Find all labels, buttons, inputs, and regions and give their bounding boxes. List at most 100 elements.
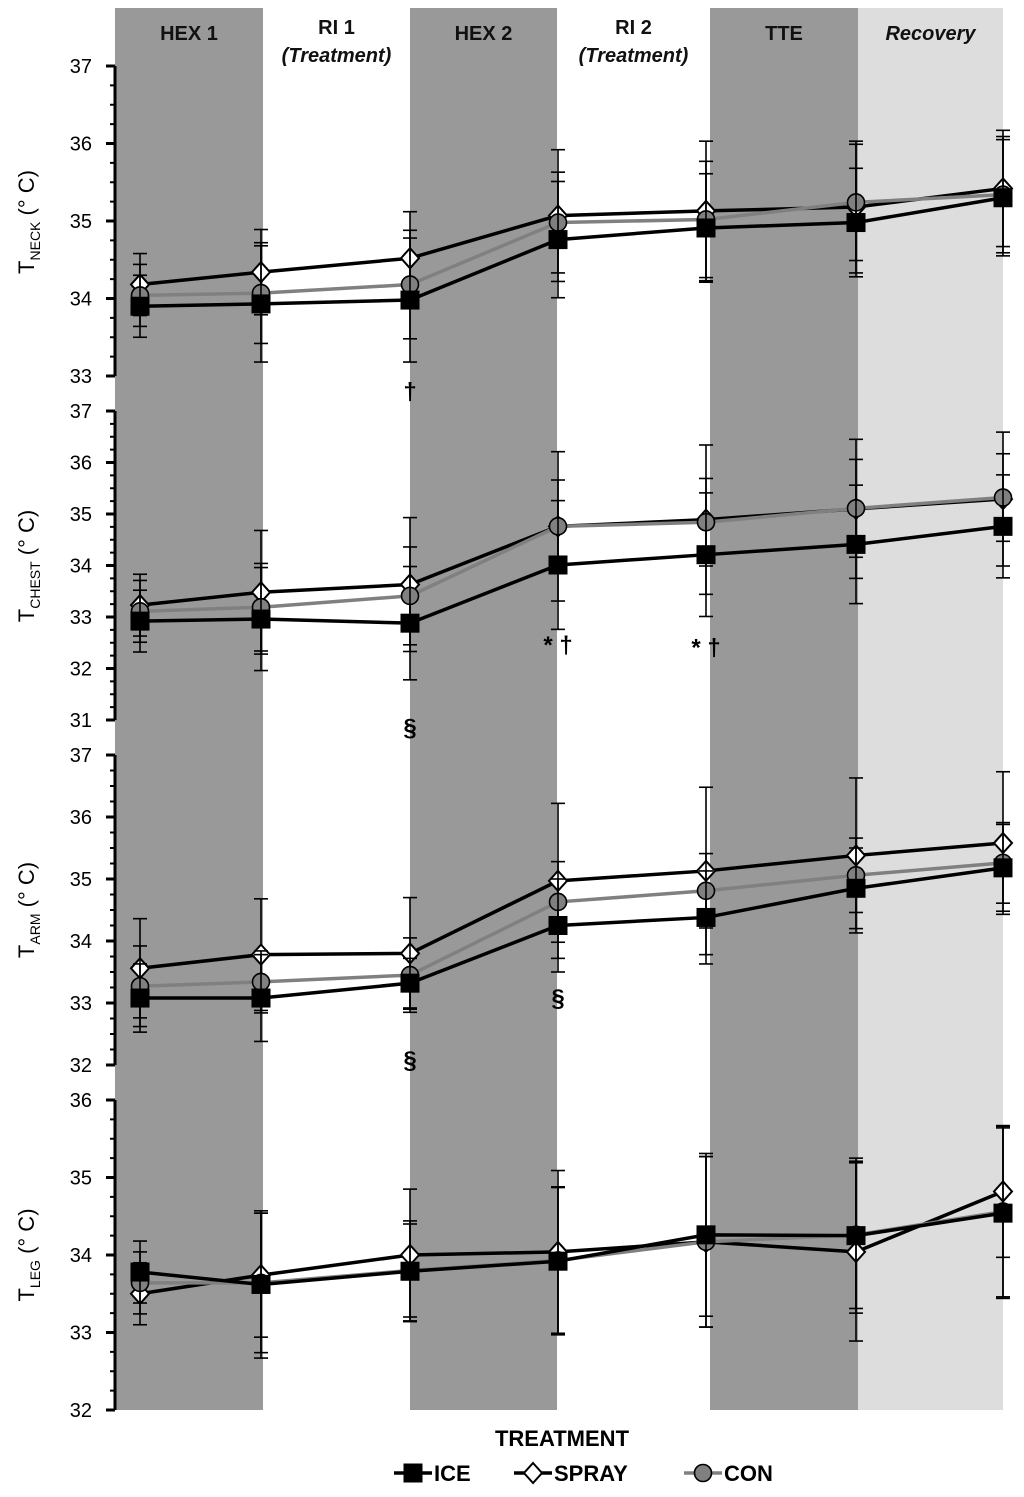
point-square: [251, 609, 271, 629]
y-tick-label: 33: [70, 607, 92, 629]
y-tick-label: 32: [70, 1055, 92, 1077]
y-label-unit: (° C): [14, 862, 39, 914]
y-tick-label: 33: [70, 993, 92, 1015]
point-square: [130, 1262, 150, 1282]
point-square: [400, 1261, 420, 1281]
legend: ICE SPRAY CON: [394, 1461, 773, 1486]
phase-sublabel-3: (Treatment): [579, 45, 689, 67]
y-tick-label: 32: [70, 1400, 92, 1422]
legend-marker-square: [403, 1463, 423, 1483]
y-tick-label: 34: [70, 1245, 92, 1267]
point-square: [846, 1226, 866, 1246]
significance-marker: †: [403, 378, 416, 405]
phase-band-5: [858, 8, 1003, 1410]
y-label-unit: (° C): [14, 170, 39, 222]
point-square: [548, 555, 568, 575]
y-label-main: T: [14, 1288, 39, 1301]
point-square: [696, 545, 716, 565]
significance-marker: §: [551, 985, 564, 1012]
series-ice: [130, 1127, 1013, 1359]
point-square: [846, 878, 866, 898]
point-square: [548, 1251, 568, 1271]
phase-labels: HEX 1 RI 1 (Treatment) HEX 2 RI 2 (Treatment)…: [160, 17, 976, 67]
y-axis-label: TCHEST (° C): [14, 510, 43, 622]
y-tick-label: 34: [70, 289, 92, 311]
phase-label-1: RI 1: [318, 17, 355, 39]
panel-neck: 33 34 35 36 37 TNECK (° C) †: [14, 56, 1014, 405]
y-tick-label: 35: [70, 211, 92, 233]
y-axis-label: TARM (° C): [14, 862, 43, 958]
phase-band-2: [410, 8, 557, 1410]
y-tick-label: 31: [70, 710, 92, 732]
y-label-sub: LEG: [27, 1260, 43, 1288]
point-square: [993, 516, 1013, 536]
phase-label-3: RI 2: [615, 17, 652, 39]
panel-arm: 32 33 34 35 36 37 TARM (° C) § §: [14, 745, 1014, 1077]
legend-item-spray: SPRAY: [514, 1461, 628, 1486]
y-tick-label: 36: [70, 134, 92, 156]
y-label-main: T: [14, 261, 39, 274]
y-tick-label: 34: [70, 556, 92, 578]
legend-marker-circle: [693, 1463, 713, 1483]
y-axis-label: TLEG (° C): [14, 1208, 43, 1301]
y-tick-label: 36: [70, 453, 92, 475]
point-square: [400, 290, 420, 310]
point-square: [993, 1203, 1013, 1223]
point-square: [696, 218, 716, 238]
legend-item-con: CON: [684, 1461, 773, 1486]
series-ice: [130, 474, 1013, 681]
panel-chest: 31 32 33 34 35 36 37 TCHEST (° C) * † * † §: [14, 401, 1014, 741]
y-tick-label: 33: [70, 1323, 92, 1345]
y-tick-label: 36: [70, 807, 92, 829]
phase-label-2: HEX 2: [455, 23, 513, 45]
y-label-unit: (° C): [14, 1208, 39, 1260]
y-tick-label: 32: [70, 659, 92, 681]
significance-marker: §: [403, 714, 416, 741]
significance-marker: * †: [543, 632, 572, 659]
phase-band-0: [115, 8, 263, 1410]
x-axis-label: TREATMENT: [495, 1426, 630, 1451]
point-square: [130, 296, 150, 316]
y-tick-label: 35: [70, 869, 92, 891]
point-square: [548, 916, 568, 935]
panel-leg: 32 33 34 35 36 TLEG (° C): [14, 1090, 1014, 1422]
point-square: [993, 858, 1013, 878]
y-tick-label: 33: [70, 366, 92, 388]
y-tick-label: 36: [70, 1090, 92, 1112]
point-square: [400, 973, 420, 993]
point-square: [993, 188, 1013, 208]
y-tick-label: 37: [70, 745, 92, 767]
point-square: [696, 1225, 716, 1245]
y-tick-label: 37: [70, 56, 92, 78]
point-square: [251, 294, 271, 314]
legend-item-ice: ICE: [394, 1461, 471, 1486]
y-tick-label: 35: [70, 504, 92, 526]
y-label-main: T: [14, 945, 39, 958]
significance-marker: * †: [691, 635, 720, 662]
y-tick-label: 37: [70, 401, 92, 423]
y-label-main: T: [14, 609, 39, 622]
point-square: [130, 988, 150, 1008]
y-label-sub: NECK: [27, 221, 43, 261]
legend-label: SPRAY: [554, 1461, 628, 1486]
y-label-sub: CHEST: [27, 561, 43, 609]
y-label-sub: ARM: [27, 913, 43, 944]
legend-label: CON: [724, 1461, 773, 1486]
phase-label-0: HEX 1: [160, 23, 218, 45]
point-square: [130, 611, 150, 631]
phase-sublabel-1: (Treatment): [282, 45, 392, 67]
y-tick-label: 35: [70, 1168, 92, 1190]
y-axis-label: TNECK (° C): [14, 170, 43, 274]
phase-bands: [115, 8, 1003, 1410]
legend-marker-diamond: [522, 1461, 544, 1485]
legend-label: ICE: [434, 1461, 471, 1486]
phase-band-4: [710, 8, 858, 1410]
series-ice: [130, 823, 1013, 1043]
point-square: [251, 1274, 271, 1294]
point-square: [400, 613, 420, 633]
phase-label-5: Recovery: [885, 23, 976, 45]
point-square: [696, 907, 716, 927]
